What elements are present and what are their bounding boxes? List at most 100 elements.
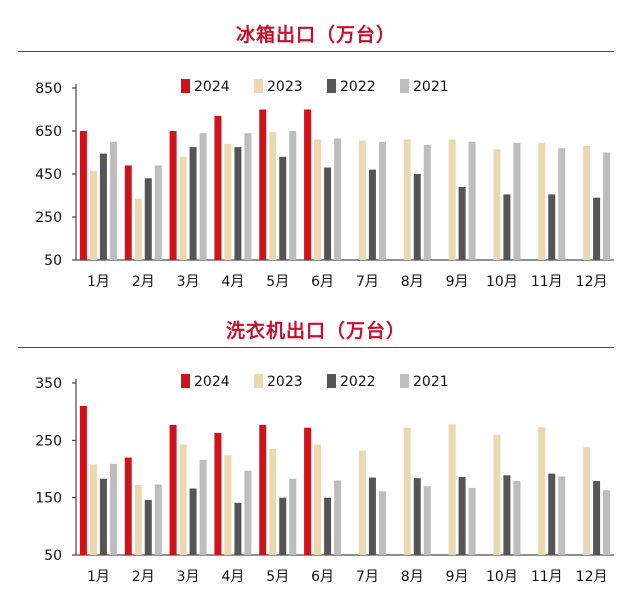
fridge-y-tick-label: 450 [35,167,62,183]
washer-bar-2023-12 [583,447,591,555]
washer-legend-swatch-2022 [327,374,336,388]
washer-bar-2022-2 [144,499,152,555]
fridge-legend-swatch-2023 [254,79,263,93]
fridge-bar-2023-6 [314,139,322,260]
washer-x-tick-label: 12月 [576,569,608,585]
fridge-x-tick-label: 9月 [446,274,469,290]
washer-bar-2023-10 [493,434,501,555]
washer-legend-label-2024: 2024 [194,374,230,390]
washer-x-tick-label: 5月 [266,569,289,585]
washer-bar-2021-3 [199,459,207,555]
fridge-x-tick-label: 10月 [486,274,518,290]
washer-y-tick-label: 350 [35,376,62,392]
washer-bar-2022-9 [458,477,466,555]
fridge-bar-2024-2 [124,165,132,260]
washer-bar-2023-11 [538,427,546,555]
washer-legend-swatch-2023 [254,374,263,388]
washer-bar-2021-9 [468,487,476,555]
fridge-bar-2021-8 [423,144,431,260]
fridge-bar-2024-3 [169,131,177,260]
washer-bar-2024-6 [304,427,312,555]
washer-bar-2023-1 [89,464,97,555]
fridge-bar-2023-9 [448,139,456,260]
fridge-legend-swatch-2021 [400,79,409,93]
washer-bar-2021-1 [109,463,117,555]
fridge-x-tick-label: 4月 [221,274,244,290]
fridge-bar-2023-5 [269,132,277,260]
fridge-bar-2022-2 [144,178,152,260]
fridge-bar-2023-1 [89,170,97,260]
fridge-bar-2021-2 [154,165,162,260]
washer-x-tick-label: 11月 [531,569,563,585]
fridge-x-tick-label: 2月 [132,274,155,290]
washer-bar-2024-4 [214,432,222,555]
fridge-bar-2021-11 [558,148,566,260]
washer-bar-2021-8 [423,486,431,555]
washer-export-chart: 50 150 250 350 1月 2月 3月 4月 5月 6月 7月 8月 9月 10月 11月 12月 20… [35,374,614,585]
washer-x-tick-label: 1月 [87,569,110,585]
washer-bar-2021-2 [154,484,162,555]
fridge-bar-2023-10 [493,149,501,260]
washer-bar-2024-1 [79,405,87,555]
fridge-legend-label-2021: 2021 [413,79,449,95]
fridge-bar-2023-8 [403,139,411,260]
fridge-bar-2022-6 [324,167,332,260]
fridge-bar-2022-7 [368,169,376,260]
fridge-bar-2022-10 [503,194,511,260]
fridge-x-tick-label: 12月 [576,274,608,290]
fridge-bar-2021-3 [199,133,207,260]
fridge-bar-2021-9 [468,141,476,260]
fridge-bar-2022-4 [234,147,242,260]
washer-y-tick-label: 50 [44,548,62,564]
fridge-x-tick-label: 7月 [356,274,379,290]
washer-bar-2022-4 [234,502,242,555]
fridge-y-tick-label: 50 [44,253,62,269]
washer-legend-swatch-2024 [181,374,190,388]
washer-x-tick-label: 6月 [311,569,334,585]
fridge-bar-2023-12 [583,146,591,260]
fridge-bar-2024-4 [214,115,222,260]
fridge-bar-2021-6 [334,138,342,260]
fridge-legend-swatch-2024 [181,79,190,93]
washer-bar-2022-6 [324,497,332,555]
fridge-bar-2022-1 [99,153,107,260]
fridge-bar-2021-5 [289,131,297,260]
washer-x-tick-label: 9月 [446,569,469,585]
washer-legend-swatch-2021 [400,374,409,388]
washer-bar-2021-4 [244,470,252,555]
washer-bar-2021-10 [513,481,521,555]
washer-y-tick-label: 150 [35,491,62,507]
washer-bar-2023-5 [269,448,277,555]
fridge-bar-2021-1 [109,141,117,260]
washer-x-tick-label: 7月 [356,569,379,585]
fridge-x-tick-label: 5月 [266,274,289,290]
fridge-bar-2022-12 [593,197,601,260]
fridge-bar-2022-3 [189,147,197,260]
washer-bar-2022-11 [548,473,556,555]
fridge-x-tick-label: 1月 [87,274,110,290]
fridge-bar-2021-12 [603,152,611,260]
washer-legend-label-2022: 2022 [340,374,376,390]
washer-bar-2023-7 [358,450,366,555]
fridge-bar-2022-5 [279,156,287,260]
washer-bar-2023-3 [179,444,187,555]
washer-bar-2023-9 [448,424,456,555]
washer-bar-2023-2 [134,485,142,555]
fridge-y-tick-label: 850 [35,81,62,97]
washer-bar-2022-12 [593,481,601,555]
washer-bar-2021-6 [334,480,342,555]
fridge-bar-2024-6 [304,109,312,260]
washer-y-tick-label: 250 [35,433,62,449]
fridge-title-rule [18,51,614,52]
washer-bar-2022-8 [413,478,421,555]
fridge-bar-2023-3 [179,156,187,260]
washer-bar-2022-1 [99,478,107,555]
fridge-bar-2024-5 [259,109,267,260]
fridge-legend-label-2022: 2022 [340,79,376,95]
fridge-bar-2023-2 [134,198,142,260]
fridge-bar-2022-9 [458,186,466,260]
fridge-chart-title: 冰箱出口（万台） [235,24,396,46]
washer-bar-2022-3 [189,488,197,555]
fridge-bar-2022-11 [548,194,556,260]
fridge-legend-label-2024: 2024 [194,79,230,95]
